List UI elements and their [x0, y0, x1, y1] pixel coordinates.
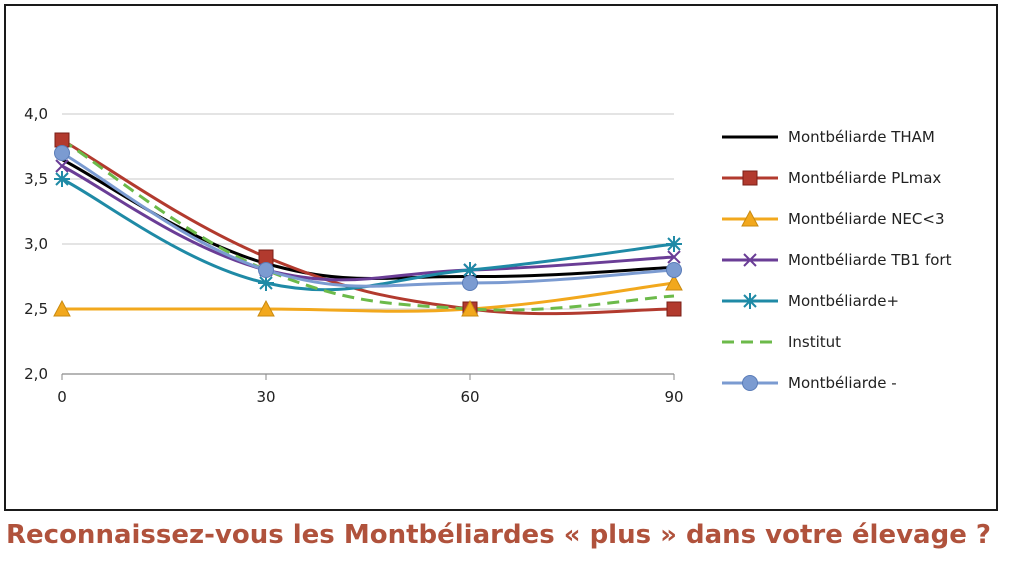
data-point-montbeliarde-nec-lt-3	[257, 299, 275, 317]
data-point-montbeliarde-plmax	[258, 249, 274, 265]
data-point-montbeliarde-plmax	[54, 132, 70, 148]
legend-label: Montbéliarde THAM	[788, 128, 935, 146]
legend-item-institut: Institut	[722, 333, 841, 351]
series-line-montbeliarde-plmax	[60, 138, 676, 316]
data-point-montbeliarde-plus	[666, 236, 682, 252]
gridlines	[62, 113, 674, 310]
series-line-montbeliarde-nec-lt-3	[60, 281, 676, 313]
legend-marker	[742, 375, 758, 391]
legend-label: Montbéliarde PLmax	[788, 169, 941, 187]
caption-question: Reconnaissez-vous les Montbéliardes « pl…	[6, 520, 991, 550]
series-lines	[60, 138, 676, 316]
x-tick-label: 30	[256, 388, 275, 406]
data-point-montbeliarde-nec-lt-3	[461, 299, 479, 317]
data-point-montbeliarde	[258, 262, 274, 278]
y-tick-label: 3,0	[24, 235, 48, 253]
series-markers	[53, 132, 683, 317]
y-tick-label: 4,0	[24, 105, 48, 123]
x-tick-label: 0	[57, 388, 67, 406]
line-chart: 2,0 2,5 3,0 3,5 4,0 0 30 60 90 Montbéliarde THA…	[24, 105, 952, 406]
legend-item-montbeliarde-plmax: Montbéliarde PLmax	[722, 169, 941, 187]
x-tick-label: 90	[664, 388, 683, 406]
legend-label: Montbéliarde+	[788, 292, 899, 310]
x-tick-label: 60	[460, 388, 479, 406]
legend-label: Montbéliarde NEC<3	[788, 210, 945, 228]
x-axis	[61, 373, 675, 380]
legend-marker	[742, 170, 758, 186]
legend-item-montbeliarde-tb1-fort: Montbéliarde TB1 fort	[722, 251, 952, 269]
y-tick-label: 2,0	[24, 365, 48, 383]
data-point-montbeliarde	[54, 145, 70, 161]
series-line-montbeliarde-tham	[60, 158, 676, 280]
data-point-montbeliarde-plus	[54, 171, 70, 187]
legend: Montbéliarde THAM Montbéliarde PLmax Montb…	[722, 128, 952, 392]
legend-marker	[741, 209, 759, 227]
data-point-montbeliarde-nec-lt-3	[53, 299, 71, 317]
chart-frame: 2,0 2,5 3,0 3,5 4,0 0 30 60 90 Montbéliarde THA…	[4, 4, 998, 511]
legend-marker	[743, 253, 757, 267]
data-point-montbeliarde-tb1-fort	[55, 159, 69, 173]
series-line-institut	[61, 138, 675, 312]
legend-item-montbeliarde-nec-lt-3: Montbéliarde NEC<3	[722, 209, 945, 228]
y-tick-label: 3,5	[24, 170, 48, 188]
y-tick-label: 2,5	[24, 300, 48, 318]
data-point-montbeliarde-plmax	[666, 301, 682, 317]
series-line-montbeliarde-tb1-fort	[60, 164, 676, 282]
data-point-montbeliarde-tb1-fort	[667, 250, 681, 264]
x-axis-tick-labels: 0 30 60 90	[57, 388, 683, 406]
data-point-montbeliarde-nec-lt-3	[665, 273, 683, 291]
legend-item-montbeliarde-plus: Montbéliarde+	[722, 292, 899, 310]
legend-label: Montbéliarde TB1 fort	[788, 251, 952, 269]
legend-item-montbeliarde-tham: Montbéliarde THAM	[722, 128, 935, 146]
legend-marker	[742, 293, 758, 309]
data-point-montbeliarde	[462, 275, 478, 291]
legend-label: Montbéliarde -	[788, 374, 897, 392]
y-axis-tick-labels: 2,0 2,5 3,0 3,5 4,0	[24, 105, 48, 383]
legend-item-montbeliarde: Montbéliarde -	[722, 374, 897, 392]
data-point-montbeliarde	[666, 262, 682, 278]
series-line-montbeliarde	[60, 151, 676, 288]
legend-label: Institut	[788, 333, 841, 351]
